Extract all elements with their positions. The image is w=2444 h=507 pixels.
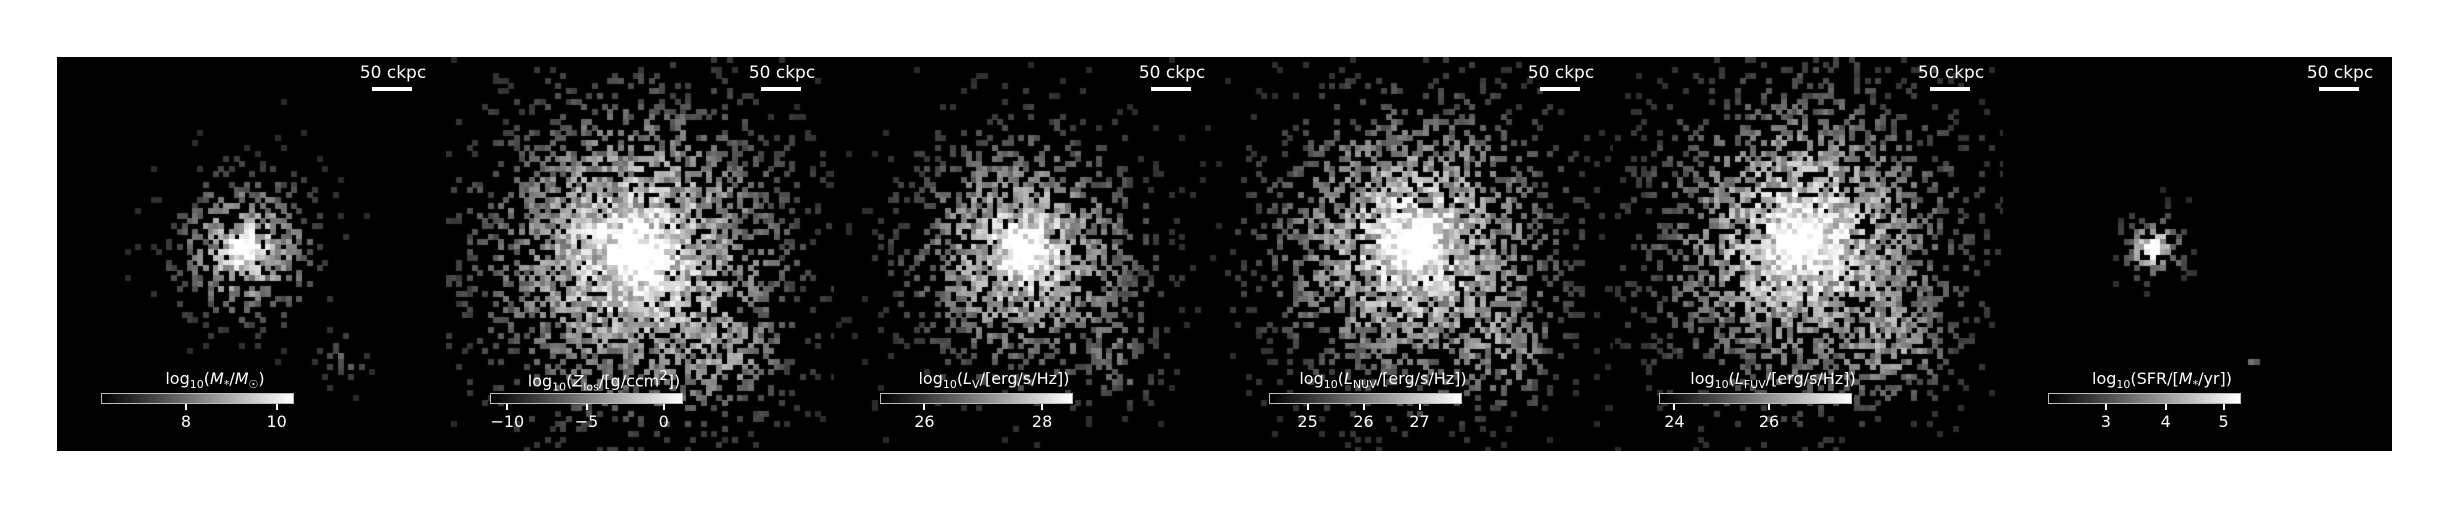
colorbar-tick-label: 28 [1031, 412, 1053, 431]
colorbar [490, 393, 683, 404]
colorbar-title: log10(Zlos/[g/ccm2]) [527, 369, 681, 394]
scale-bar-label: 50 ckpc [2306, 63, 2374, 83]
scale-bar [1930, 87, 1970, 91]
scale-bar-label: 50 ckpc [1917, 63, 1985, 83]
scale-bar [2319, 87, 2359, 91]
colorbar-tick [506, 404, 509, 410]
colorbar-tick-label: 27 [1409, 412, 1430, 431]
colorbar-tick-label: −10 [490, 412, 525, 431]
colorbar-tick [1362, 404, 1365, 410]
colorbar-tick-label: 24 [1664, 412, 1685, 431]
colorbar [101, 393, 294, 404]
scale-bar [1540, 87, 1580, 91]
galaxy-image [836, 57, 1224, 451]
colorbar-tick-label: 26 [1758, 412, 1780, 431]
colorbar-title: log10(LV/[erg/s/Hz]) [918, 369, 1070, 392]
colorbar-tick [1041, 404, 1044, 410]
colorbar-tick [184, 404, 187, 410]
galaxy-image [1225, 57, 1613, 451]
colorbar-title: log10(M*/M☉) [165, 369, 265, 392]
colorbar-tick [2104, 404, 2107, 410]
scale-bar-label: 50 ckpc [1527, 63, 1595, 83]
colorbar-tick [1306, 404, 1309, 410]
map-panel-stellar-mass: 50 ckpc log10(M*/M☉) 8 10 [57, 57, 445, 451]
galaxy-image [57, 57, 445, 451]
colorbar [1659, 393, 1852, 404]
map-panel-star-formation-rate: 50 ckpc log10(SFR/[M*/yr]) 3 4 5 [2004, 57, 2392, 451]
colorbar-tick [585, 404, 588, 410]
map-panel-metallicity: 50 ckpc log10(Zlos/[g/ccm2]) −10 −5 0 [446, 57, 834, 451]
colorbar-tick-label: 4 [2160, 412, 2171, 431]
colorbar-tick-label: 0 [658, 412, 669, 431]
galaxy-map-figure: 50 ckpc log10(M*/M☉) 8 10 50 ckpc log10(Zlos/… [57, 57, 2392, 451]
galaxy-image [446, 57, 834, 451]
colorbar-tick-label: 10 [266, 412, 287, 431]
map-panel-v-band-luminosity: 50 ckpc log10(LV/[erg/s/Hz]) 26 28 [836, 57, 1224, 451]
scale-bar [372, 87, 412, 91]
colorbar-title: log10(LFUV/[erg/s/Hz]) [1690, 369, 1856, 392]
colorbar-tick-label: 26 [1353, 412, 1374, 431]
colorbar-tick [2222, 404, 2225, 410]
colorbar-tick-label: 25 [1297, 412, 1318, 431]
colorbar-tick [275, 404, 278, 410]
colorbar-tick-label: 26 [914, 412, 935, 431]
colorbar [880, 393, 1073, 404]
colorbar-tick [2164, 404, 2167, 410]
colorbar-tick-label: −5 [574, 412, 599, 431]
scale-bar-label: 50 ckpc [1138, 63, 1206, 83]
colorbar-tick [923, 404, 926, 410]
map-panel-fuv-luminosity: 50 ckpc log10(LFUV/[erg/s/Hz]) 24 26 [1615, 57, 2003, 451]
scale-bar [1151, 87, 1191, 91]
colorbar [1269, 393, 1462, 404]
scale-bar-label: 50 ckpc [359, 63, 427, 83]
galaxy-image [1615, 57, 2003, 451]
colorbar-title: log10(LNUV/[erg/s/Hz]) [1299, 369, 1467, 392]
colorbar-tick [1418, 404, 1421, 410]
colorbar-tick [1768, 404, 1770, 410]
colorbar [2048, 393, 2241, 404]
colorbar-tick [1673, 404, 1676, 410]
colorbar-tick-label: 8 [180, 412, 191, 431]
galaxy-image [2004, 57, 2392, 451]
scale-bar [761, 87, 801, 91]
scale-bar-label: 50 ckpc [748, 63, 816, 83]
colorbar-title: log10(SFR/[M*/yr]) [2092, 369, 2232, 392]
colorbar-tick-label: 5 [2218, 412, 2229, 431]
colorbar-tick [662, 404, 665, 410]
colorbar-tick-label: 3 [2100, 412, 2111, 431]
map-panel-nuv-luminosity: 50 ckpc log10(LNUV/[erg/s/Hz]) 25 26 27 [1225, 57, 1613, 451]
